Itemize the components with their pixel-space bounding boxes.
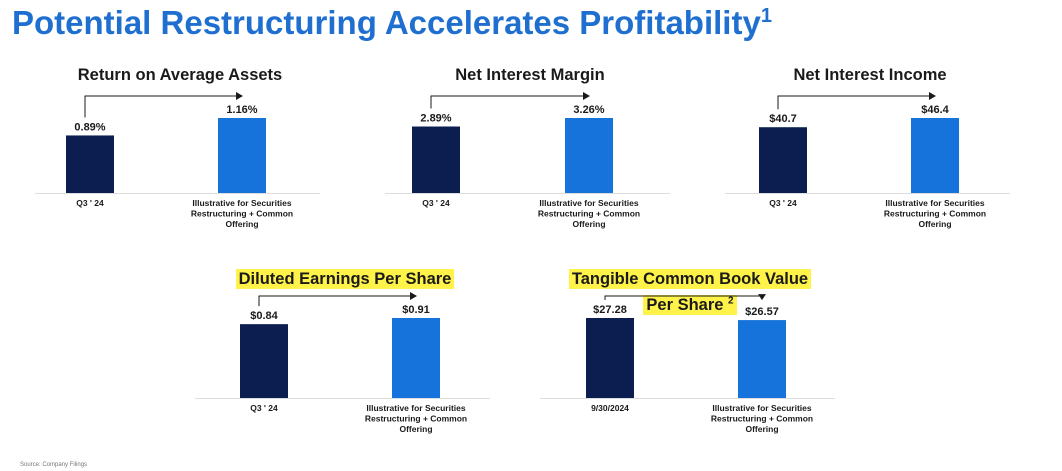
category-label: Restructuring + Common	[191, 209, 293, 219]
chart-title-line-1: Tangible Common Book Value	[535, 268, 845, 290]
chart-plot: 0.89% Q3 ' 24 1.16% Illustrative for Securi…	[35, 92, 320, 229]
chart-title-superscript: 2	[728, 295, 734, 306]
chart-title-text: Return on Average Assets	[77, 66, 283, 84]
data-label: $40.7	[769, 113, 797, 125]
bar	[565, 118, 613, 193]
data-label: 3.26%	[573, 104, 604, 116]
category-label: Offering	[745, 424, 778, 434]
category-label: Offering	[918, 219, 951, 229]
change-arrow	[430, 92, 590, 109]
category-label: 9/30/2024	[591, 403, 629, 413]
arrow-line	[258, 295, 410, 307]
arrow-line	[604, 295, 763, 300]
category-label: Illustrative for Securities	[539, 198, 638, 208]
page-title: Potential Restructuring Accelerates Prof…	[12, 4, 772, 42]
chart-title-text-1: Tangible Common Book Value	[568, 269, 812, 289]
change-arrow	[84, 92, 243, 118]
data-label: 0.89%	[74, 121, 105, 133]
category-label: Illustrative for Securities	[366, 403, 465, 413]
chart-title: Tangible Common Book Value Per Share 2	[535, 268, 845, 316]
chart-title-text-2: Per Share	[646, 295, 724, 314]
chart-plot: $27.28 9/30/2024 $26.57 Illustrative for Se…	[540, 294, 835, 434]
chart-tangible-common-book-value-per-share: Tangible Common Book Value Per Share 2 $…	[535, 262, 845, 457]
chart-diluted-earnings-per-share: Diluted Earnings Per Share $0.84 Q3 ' 24 $…	[190, 262, 500, 457]
category-label: Restructuring + Common	[538, 209, 640, 219]
bar	[240, 324, 288, 398]
chart-title: Net Interest Income	[720, 64, 1020, 86]
bar	[412, 126, 460, 193]
category-label: Restructuring + Common	[711, 414, 813, 424]
category-label: Q3 ' 24	[250, 403, 278, 413]
arrow-line	[430, 95, 583, 109]
chart-net-interest-income: Net Interest Income $40.7 Q3 ' 24 $46.4 Ill…	[720, 60, 1020, 250]
bar	[911, 118, 959, 193]
category-label: Illustrative for Securities	[712, 403, 811, 413]
arrow-head	[583, 92, 590, 100]
chart-title: Diluted Earnings Per Share	[190, 268, 500, 290]
data-label: 1.16%	[226, 104, 257, 116]
source-footnote: Source: Company Filings	[20, 462, 88, 468]
data-label: 2.89%	[420, 113, 451, 125]
arrow-line	[84, 95, 236, 118]
chart-title: Net Interest Margin	[380, 64, 680, 86]
chart-plot: $0.84 Q3 ' 24 $0.91 Illustrative for Securi…	[195, 292, 490, 434]
bar	[66, 135, 114, 193]
chart-title-text: Net Interest Income	[793, 66, 947, 84]
bar	[759, 127, 807, 193]
category-label: Offering	[225, 219, 258, 229]
arrow-head	[236, 92, 243, 100]
data-label: $0.84	[250, 310, 278, 322]
chart-title-text: Net Interest Margin	[455, 66, 605, 84]
bar	[738, 320, 786, 398]
chart-title: Return on Average Assets	[30, 64, 330, 86]
arrow-head	[929, 92, 936, 100]
arrow-line	[777, 95, 929, 110]
category-label: Illustrative for Securities	[885, 198, 984, 208]
category-label: Q3 ' 24	[422, 198, 450, 208]
bar	[586, 318, 634, 398]
category-label: Q3 ' 24	[769, 198, 797, 208]
category-label: Illustrative for Securities	[192, 198, 291, 208]
data-label: $0.91	[402, 304, 430, 316]
category-label: Restructuring + Common	[365, 414, 467, 424]
category-label: Restructuring + Common	[884, 209, 986, 219]
arrow-head	[758, 294, 766, 301]
title-footnote-marker: 1	[760, 5, 772, 27]
category-label: Offering	[399, 424, 432, 434]
change-arrow	[777, 92, 936, 110]
bar	[218, 118, 266, 193]
data-label: $26.57	[745, 306, 779, 318]
chart-title-text: Diluted Earnings Per Share	[235, 269, 455, 289]
chart-title-line-2: Per Share 2	[535, 290, 845, 316]
category-label: Offering	[572, 219, 605, 229]
chart-return-on-average-assets: Return on Average Assets 0.89% Q3 ' 24 1.1…	[30, 60, 330, 250]
chart-title-line: Diluted Earnings Per Share	[190, 268, 500, 290]
bar	[392, 318, 440, 398]
category-label: Q3 ' 24	[76, 198, 104, 208]
data-label: $27.28	[593, 304, 627, 316]
chart-net-interest-margin: Net Interest Margin 2.89% Q3 ' 24 3.26% Ill…	[380, 60, 680, 250]
arrow-head	[410, 292, 417, 300]
change-arrow	[604, 294, 766, 301]
chart-plot: 2.89% Q3 ' 24 3.26% Illustrative for Securi…	[385, 92, 670, 229]
data-label: $46.4	[921, 104, 949, 116]
chart-plot: $40.7 Q3 ' 24 $46.4 Illustrative for Securi…	[725, 92, 1010, 229]
page-title-text: Potential Restructuring Accelerates Prof…	[12, 4, 761, 41]
change-arrow	[258, 292, 417, 307]
